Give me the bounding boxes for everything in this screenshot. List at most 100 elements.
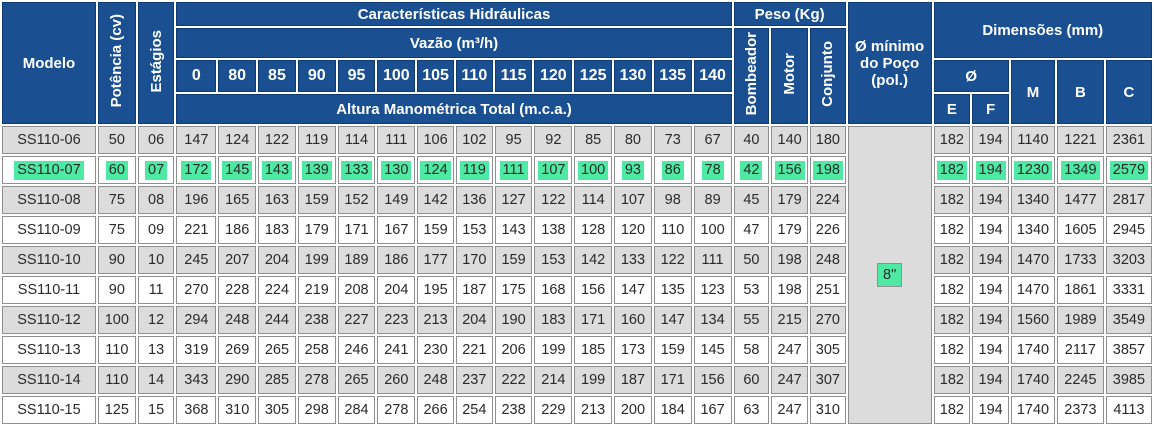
table-row: SS110-08 75 08 196 165 163 159 152 149 142 136 127 1… [2,186,1152,214]
header-altura: Altura Manométrica Total (m.c.a.) [176,94,732,124]
head-cell: 114 [337,126,376,154]
flow-header: 125 [574,60,613,92]
dim-m-cell: 1340 [1011,186,1055,214]
head-cell: 195 [417,276,454,304]
head-cell: 135 [653,276,692,304]
flow-header: 80 [218,60,257,92]
header-conjunto: Conjunto [810,28,846,124]
head-cell: 175 [494,276,533,304]
head-cell: 227 [337,306,376,334]
dim-c-cell: 2817 [1105,186,1152,214]
table-body: SS110-06 50 06 147 124 122 119 114 111 106 102 95 92… [2,126,1152,424]
table-row: SS110-15 125 15 368 310 305 298 284 278 266 254 238… [2,396,1152,424]
head-cell: 145 [693,336,732,364]
peso-motor-cell: 179 [771,186,809,214]
flow-header: 95 [337,60,376,92]
dim-c-cell: 3203 [1105,246,1152,274]
dim-f-cell: 194 [972,156,1009,184]
dim-c-cell: 3857 [1105,336,1152,364]
head-cell: 85 [574,126,613,154]
head-cell: 245 [176,246,217,274]
head-cell: 102 [455,126,493,154]
head-cell: 285 [258,366,296,394]
flow-header: 100 [377,60,416,92]
head-cell: 111 [494,156,533,184]
head-cell: 229 [534,396,573,424]
head-cell: 204 [377,276,416,304]
head-cell: 92 [534,126,573,154]
head-cell: 238 [297,306,336,334]
head-cell: 179 [297,216,336,244]
dim-e-cell: 182 [933,276,971,304]
head-cell: 265 [258,336,296,364]
head-cell: 133 [614,246,652,274]
dim-c-cell: 2579 [1105,156,1152,184]
table-row: SS110-09 75 09 221 186 183 179 171 167 159 153 143 1… [2,216,1152,244]
dim-m-cell: 1140 [1011,126,1055,154]
head-cell: 167 [377,216,416,244]
head-cell: 159 [653,336,692,364]
flow-header: 85 [258,60,296,92]
head-cell: 219 [297,276,336,304]
peso-conjunto-cell: 251 [810,276,846,304]
dim-b-cell: 2117 [1056,336,1104,364]
head-cell: 89 [693,186,732,214]
potencia-cell: 100 [97,306,136,334]
peso-bombeador-cell: 53 [733,276,770,304]
potencia-cell: 75 [97,186,136,214]
head-cell: 127 [494,186,533,214]
dim-f-cell: 194 [972,306,1009,334]
head-cell: 222 [494,366,533,394]
model-cell: SS110-09 [2,216,96,244]
flow-header: 115 [494,60,533,92]
head-cell: 159 [297,186,336,214]
dim-m-cell: 1740 [1011,396,1055,424]
dim-e-cell: 182 [933,186,971,214]
dim-f-cell: 194 [972,336,1009,364]
dim-f-cell: 194 [972,216,1009,244]
dim-f-cell: 194 [972,246,1009,274]
head-cell: 183 [534,306,573,334]
head-cell: 183 [258,216,296,244]
table-row: SS110-07 60 07 172 145 143 139 133 130 124 119 111 1… [2,156,1152,184]
peso-conjunto-cell: 198 [810,156,846,184]
potencia-cell: 110 [97,336,136,364]
head-cell: 298 [297,396,336,424]
flow-header: 110 [455,60,493,92]
head-cell: 204 [455,306,493,334]
peso-bombeador-cell: 55 [733,306,770,334]
header-bombeador: Bombeador [733,28,770,124]
potencia-cell: 90 [97,246,136,274]
peso-motor-cell: 215 [771,306,809,334]
head-cell: 230 [417,336,454,364]
peso-bombeador-cell: 60 [733,366,770,394]
head-cell: 171 [337,216,376,244]
header-c: C [1105,60,1152,124]
head-cell: 143 [258,156,296,184]
head-cell: 171 [653,366,692,394]
dim-m-cell: 1560 [1011,306,1055,334]
head-cell: 122 [258,126,296,154]
head-cell: 244 [258,306,296,334]
model-cell: SS110-07 [2,156,96,184]
dim-f-cell: 194 [972,186,1009,214]
head-cell: 171 [574,306,613,334]
head-cell: 186 [218,216,257,244]
potencia-cell: 125 [97,396,136,424]
head-cell: 170 [455,246,493,274]
head-cell: 160 [614,306,652,334]
head-cell: 254 [455,396,493,424]
head-cell: 107 [534,156,573,184]
header-estagios: Estágios [137,2,175,124]
model-cell: SS110-13 [2,336,96,364]
estagios-cell: 09 [137,216,175,244]
header-poco: Ø mínimo do Poço (pol.) [847,2,932,124]
head-cell: 208 [337,276,376,304]
head-cell: 184 [653,396,692,424]
head-cell: 187 [614,366,652,394]
header-diametro: Ø [933,60,1009,92]
head-cell: 265 [337,366,376,394]
head-cell: 294 [176,306,217,334]
peso-conjunto-cell: 248 [810,246,846,274]
head-cell: 258 [297,336,336,364]
